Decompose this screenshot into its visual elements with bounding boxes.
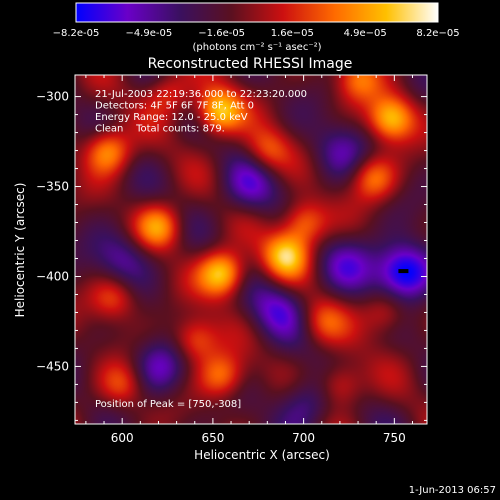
y-axis-label: Heliocentric Y (arcsec) [13, 183, 27, 318]
colorbar-tick-label: 1.6e−05 [271, 28, 314, 39]
annotations: 21-Jul-2003 22:19:36.000 to 22:23:20.000… [95, 89, 307, 135]
plot-frame [74, 74, 428, 425]
annotation-line: Clean Total counts: 879. [95, 124, 225, 135]
colorbar-tick-label: −1.6e-05 [198, 28, 245, 39]
annotation-line: Energy Range: 12.0 - 25.0 keV [95, 112, 248, 123]
y-tick-label: −450 [36, 359, 69, 373]
x-tick-label: 750 [383, 431, 406, 445]
colorbar-tick-label: −4.9e-05 [125, 28, 172, 39]
x-tick-label: 650 [201, 431, 224, 445]
chart-title: Reconstructed RHESSI Image [148, 56, 353, 72]
y-tick-label: −300 [36, 90, 69, 104]
peak-marker [398, 269, 409, 274]
x-axis-ticks: 600 650 700 750 [85, 75, 413, 445]
colorbar [75, 2, 439, 23]
heatmap-area [75, 75, 427, 424]
x-tick-label: 700 [292, 431, 315, 445]
peak-position-text: Position of Peak = [750,-308] [95, 399, 241, 410]
footer-timestamp: 1-Jun-2013 06:57 [409, 485, 496, 496]
annotation-line: 21-Jul-2003 22:19:36.000 to 22:23:20.000 [95, 89, 307, 100]
y-tick-label: −400 [36, 269, 69, 283]
colorbar-ticks: −8.2e-05 −4.9e-05 −1.6e-05 1.6e−05 4.9e−05 8.… [53, 28, 460, 39]
colorbar-label: (photons cm⁻² s⁻¹ asec⁻²) [192, 42, 321, 53]
annotation-line: Detectors: 4F 5F 6F 7F 8F, Att 0 [95, 101, 254, 112]
x-axis-label: Heliocentric X (arcsec) [194, 448, 330, 462]
y-tick-label: −350 [36, 180, 69, 194]
colorbar-tick-label: 8.2e−05 [416, 28, 459, 39]
colorbar-tick-label: −8.2e-05 [53, 28, 100, 39]
x-tick-label: 600 [111, 431, 134, 445]
y-axis-ticks: −300 −350 −400 −450 [36, 90, 427, 421]
colorbar-tick-label: 4.9e−05 [344, 28, 387, 39]
